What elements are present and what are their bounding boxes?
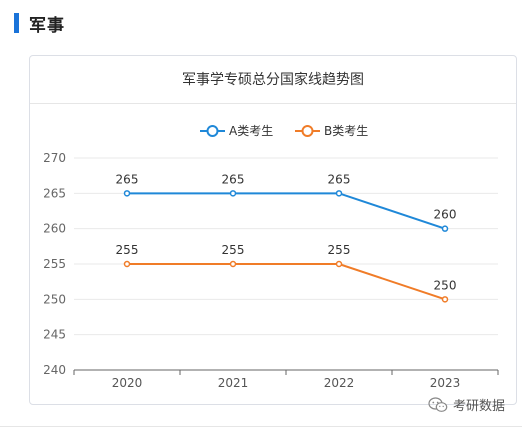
y-tick-label: 265 <box>43 186 66 200</box>
series-line-1 <box>127 192 446 230</box>
section-accent-bar <box>14 13 19 33</box>
data-point <box>123 190 131 197</box>
x-tick-label: 2023 <box>430 376 461 390</box>
section-header: 军事 <box>14 12 65 36</box>
legend-marker <box>301 125 314 137</box>
data-label: 250 <box>434 278 457 292</box>
data-label: 265 <box>328 172 351 186</box>
watermark-text: 考研数据 <box>453 399 506 414</box>
x-tick-label: 2020 <box>112 376 143 390</box>
series-line-2 <box>127 263 446 301</box>
data-point <box>229 190 237 197</box>
y-tick-label: 240 <box>43 363 66 377</box>
data-label: 265 <box>116 172 139 186</box>
data-label: 265 <box>222 172 245 186</box>
data-point <box>335 260 343 268</box>
data-label: 255 <box>222 243 245 257</box>
legend-label: B类考生 <box>324 124 368 138</box>
data-point <box>441 225 449 232</box>
x-tick-label: 2022 <box>324 376 355 390</box>
data-point <box>123 260 131 268</box>
data-label: 260 <box>434 208 457 222</box>
data-point <box>229 260 237 268</box>
y-tick-label: 245 <box>43 328 66 342</box>
chart-title: 军事学专硕总分国家线趋势图 <box>30 56 516 104</box>
data-point <box>441 296 449 303</box>
data-point <box>335 190 343 197</box>
y-tick-label: 255 <box>43 257 66 271</box>
data-label: 255 <box>116 243 139 257</box>
x-tick-label: 2021 <box>218 376 249 390</box>
section-title: 军事 <box>29 15 65 36</box>
watermark: 考研数据 <box>428 395 505 414</box>
y-tick-label: 270 <box>43 151 66 165</box>
chart-card: 军事学专硕总分国家线趋势图 <box>29 55 517 405</box>
y-tick-label: 250 <box>43 292 66 306</box>
y-tick-label: 260 <box>43 222 66 236</box>
divider <box>0 426 522 427</box>
data-label: 255 <box>328 243 351 257</box>
wechat-icon <box>428 396 448 412</box>
legend-marker <box>206 125 219 137</box>
legend-label: A类考生 <box>229 124 273 138</box>
